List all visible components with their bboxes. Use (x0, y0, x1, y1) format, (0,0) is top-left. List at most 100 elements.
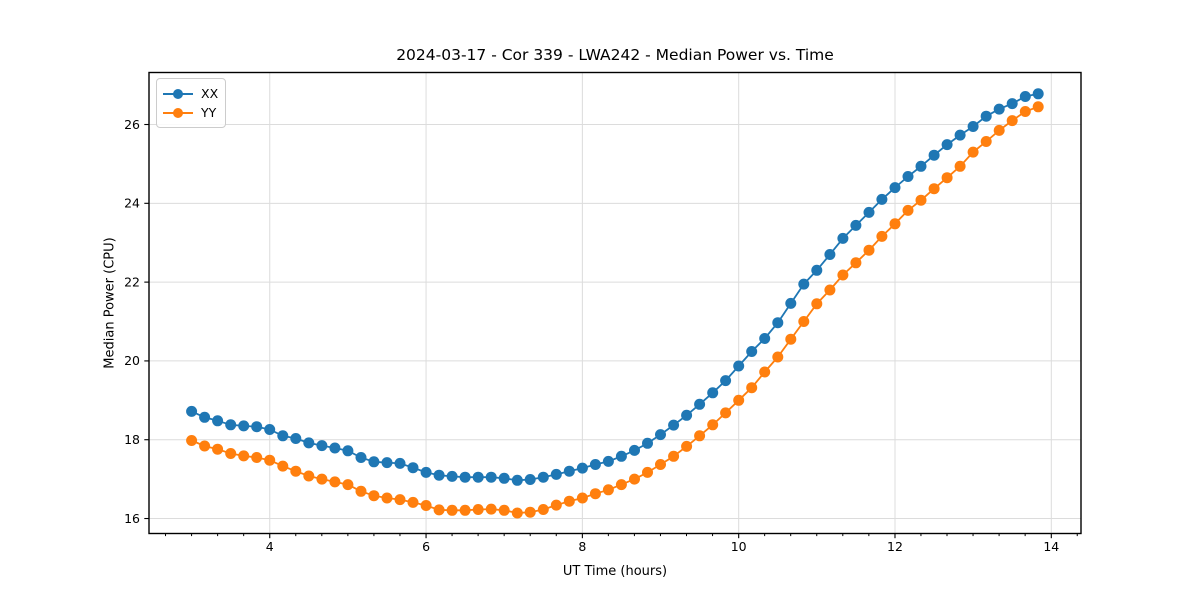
data-point-yy (368, 490, 380, 502)
data-point-xx (837, 232, 849, 244)
data-point-xx (511, 474, 523, 486)
data-point-yy (1019, 106, 1031, 117)
data-point-xx (707, 387, 719, 399)
data-point-xx (420, 466, 432, 478)
legend-item-yy: YY (163, 103, 217, 122)
x-tick-label: 10 (731, 539, 747, 554)
data-point-xx (485, 471, 497, 483)
data-point-yy (589, 488, 601, 500)
data-point-yy (277, 460, 289, 472)
data-point-yy (954, 160, 966, 172)
x-tick-label: 6 (422, 539, 430, 554)
data-point-xx (668, 419, 680, 431)
data-point-xx (277, 430, 289, 442)
data-point-xx (524, 474, 536, 485)
data-point-xx (681, 409, 693, 421)
data-point-xx (746, 346, 758, 357)
data-point-xx (876, 193, 888, 205)
data-point-yy (980, 136, 992, 147)
data-point-xx (850, 219, 862, 231)
data-point-yy (629, 473, 640, 485)
data-point-xx (863, 206, 875, 218)
data-point-xx (928, 149, 940, 161)
data-point-yy (642, 466, 653, 478)
data-point-yy (550, 499, 562, 511)
data-point-yy (303, 470, 315, 482)
data-point-yy (772, 351, 784, 363)
data-point-xx (394, 457, 406, 469)
data-point-yy (576, 492, 588, 504)
data-point-yy (915, 194, 927, 206)
data-point-xx (798, 278, 810, 290)
data-point-xx (576, 462, 588, 474)
data-point-yy (655, 459, 666, 470)
data-point-xx (954, 129, 966, 141)
data-point-yy (433, 504, 445, 516)
data-point-yy (420, 500, 432, 511)
data-point-xx (902, 171, 914, 182)
data-point-yy (850, 257, 862, 269)
data-point-yy (446, 504, 458, 516)
data-point-yy (498, 504, 510, 516)
data-point-yy (889, 218, 901, 230)
data-point-yy (1006, 115, 1018, 127)
data-point-yy (472, 504, 484, 515)
data-point-xx (629, 444, 640, 456)
data-point-xx (537, 471, 549, 483)
data-point-xx (589, 459, 601, 470)
data-point-xx (225, 419, 237, 431)
data-point-yy (485, 503, 497, 515)
data-point-yy (928, 183, 940, 195)
data-point-yy (941, 172, 953, 184)
data-point-xx (993, 103, 1005, 115)
x-axis-label: UT Time (hours) (562, 564, 668, 579)
y-tick-label: 18 (124, 432, 140, 447)
data-point-yy (785, 333, 797, 345)
y-tick-label: 24 (124, 196, 140, 211)
plot-frame (148, 71, 1082, 535)
data-point-yy (720, 407, 732, 419)
data-point-xx (563, 465, 575, 477)
data-point-yy (394, 494, 406, 506)
data-point-xx (355, 452, 367, 463)
data-point-yy (837, 269, 849, 281)
data-point-yy (355, 485, 367, 497)
y-tick-label: 20 (124, 353, 140, 368)
data-point-yy (733, 394, 745, 406)
legend-label: XX (201, 86, 219, 101)
y-tick-label: 26 (124, 117, 140, 132)
data-point-xx (642, 437, 653, 449)
data-point-xx (733, 360, 745, 372)
data-point-yy (902, 204, 914, 216)
data-point-yy (863, 244, 875, 256)
data-point-xx (759, 333, 771, 344)
data-point-yy (602, 484, 614, 496)
data-point-xx (329, 442, 341, 454)
data-point-yy (681, 440, 693, 452)
data-point-yy (876, 230, 888, 242)
data-point-yy (524, 506, 536, 518)
data-point-xx (381, 457, 393, 469)
data-point-xx (967, 121, 979, 132)
data-point-yy (225, 448, 237, 459)
data-point-xx (824, 249, 836, 260)
data-point-yy (316, 473, 328, 485)
legend-label: YY (201, 105, 217, 120)
data-point-yy (199, 440, 211, 452)
data-point-xx (785, 297, 797, 309)
data-point-yy (212, 443, 224, 455)
data-point-xx (915, 160, 927, 172)
data-point-yy (811, 298, 823, 310)
data-point-yy (407, 496, 419, 508)
series-line-yy (190, 105, 1040, 514)
data-point-xx (980, 110, 992, 122)
data-point-xx (342, 445, 354, 457)
data-point-yy (746, 382, 758, 394)
legend-line-marker-icon (163, 107, 193, 118)
y-axis-label: Median Power (CPU) (102, 237, 118, 369)
data-point-xx (694, 398, 706, 410)
data-point-yy (563, 495, 575, 507)
data-point-xx (459, 471, 471, 483)
data-point-xx (1032, 88, 1044, 100)
data-point-xx (889, 182, 901, 194)
